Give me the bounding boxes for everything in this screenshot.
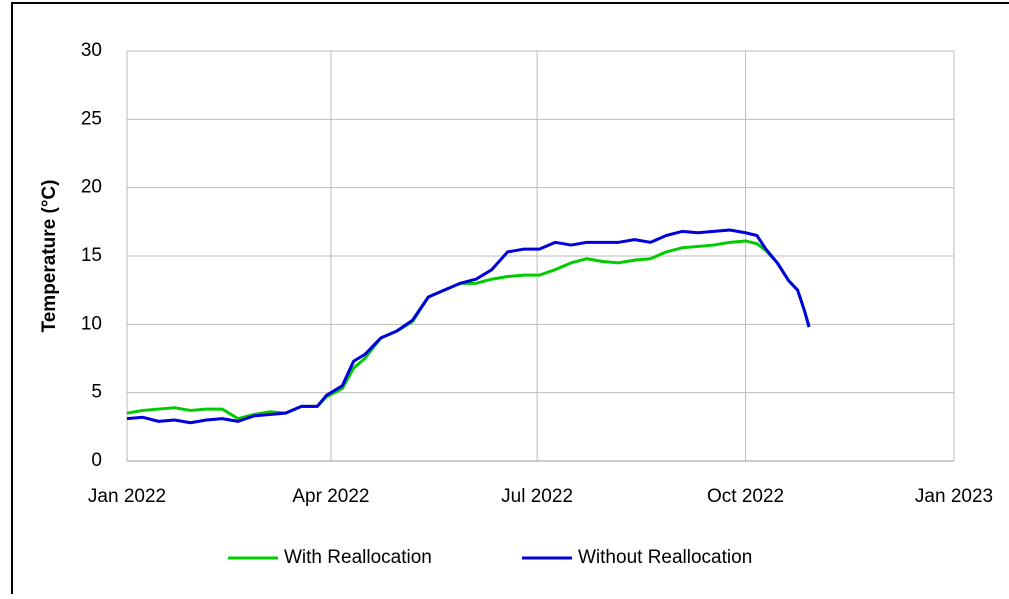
y-tick-label: 5 [91,382,102,403]
x-tick-label: Apr 2022 [292,486,369,507]
y-axis-label: Temperature (°C) [39,180,60,333]
legend-label: With Reallocation [284,547,432,568]
legend-label: Without Reallocation [578,547,752,568]
x-tick-label: Jan 2023 [915,486,993,507]
line-series [126,228,811,425]
x-tick-label: Oct 2022 [707,486,784,507]
x-tick-label: Jul 2022 [501,486,573,507]
y-tick-label: 0 [91,450,102,471]
y-tick-label: 10 [81,313,102,334]
y-tick-label: 20 [81,177,102,198]
y-tick-label: 30 [81,40,102,61]
frame [11,2,1009,599]
x-tick-label: Jan 2022 [88,486,166,507]
y-tick-label: 15 [81,245,102,266]
line-series [126,239,811,421]
y-tick-label: 25 [81,108,102,129]
